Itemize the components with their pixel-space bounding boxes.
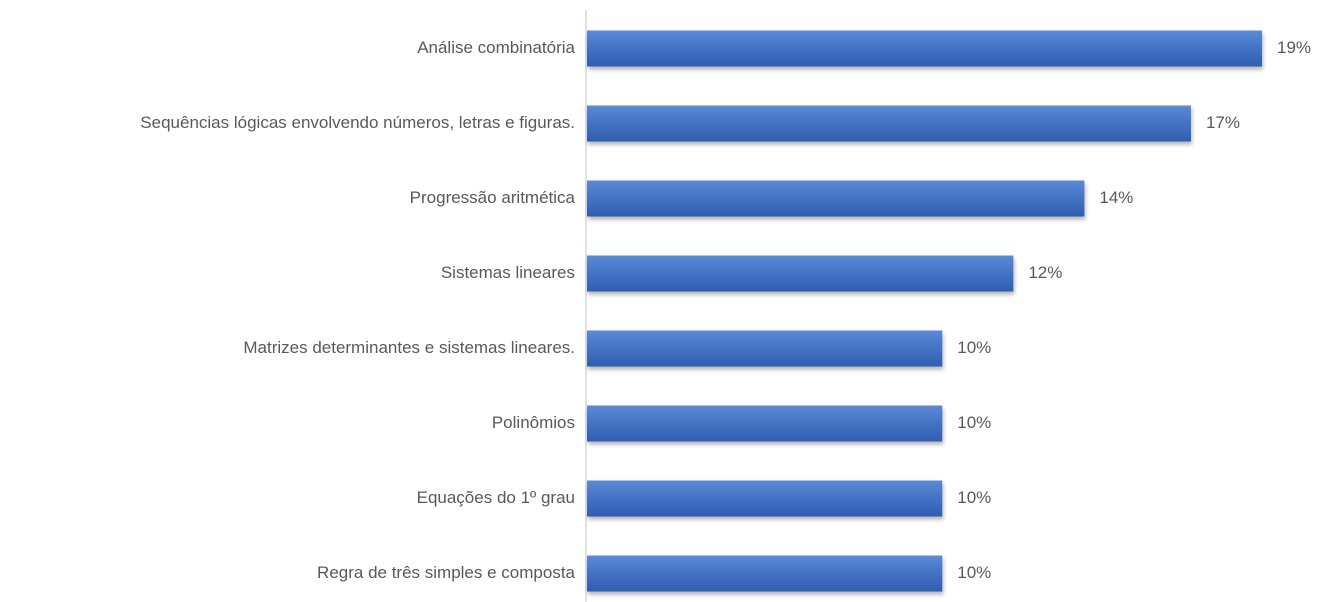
bar <box>587 330 943 367</box>
bar <box>587 555 943 592</box>
category-label: Equações do 1º grau <box>417 488 575 507</box>
bar <box>587 30 1262 67</box>
bar <box>587 180 1085 217</box>
bar <box>587 105 1191 142</box>
category-label: Progressão aritmética <box>410 188 576 207</box>
data-label: 14% <box>1099 188 1133 207</box>
bar <box>587 405 943 442</box>
data-label: 10% <box>957 338 991 357</box>
data-label: 10% <box>957 413 991 432</box>
bar <box>587 255 1014 292</box>
category-label: Sequências lógicas envolvendo números, l… <box>140 113 575 132</box>
data-label: 10% <box>957 488 991 507</box>
category-label: Matrizes determinantes e sistemas linear… <box>243 338 575 357</box>
category-label: Sistemas lineares <box>441 263 575 282</box>
data-label: 17% <box>1206 113 1240 132</box>
data-label: 12% <box>1028 263 1062 282</box>
data-label: 19% <box>1277 38 1311 57</box>
bar <box>587 480 943 517</box>
data-label: 10% <box>957 563 991 582</box>
category-label: Regra de três simples e composta <box>317 563 575 582</box>
category-label: Análise combinatória <box>417 38 575 57</box>
category-label: Polinômios <box>492 413 575 432</box>
